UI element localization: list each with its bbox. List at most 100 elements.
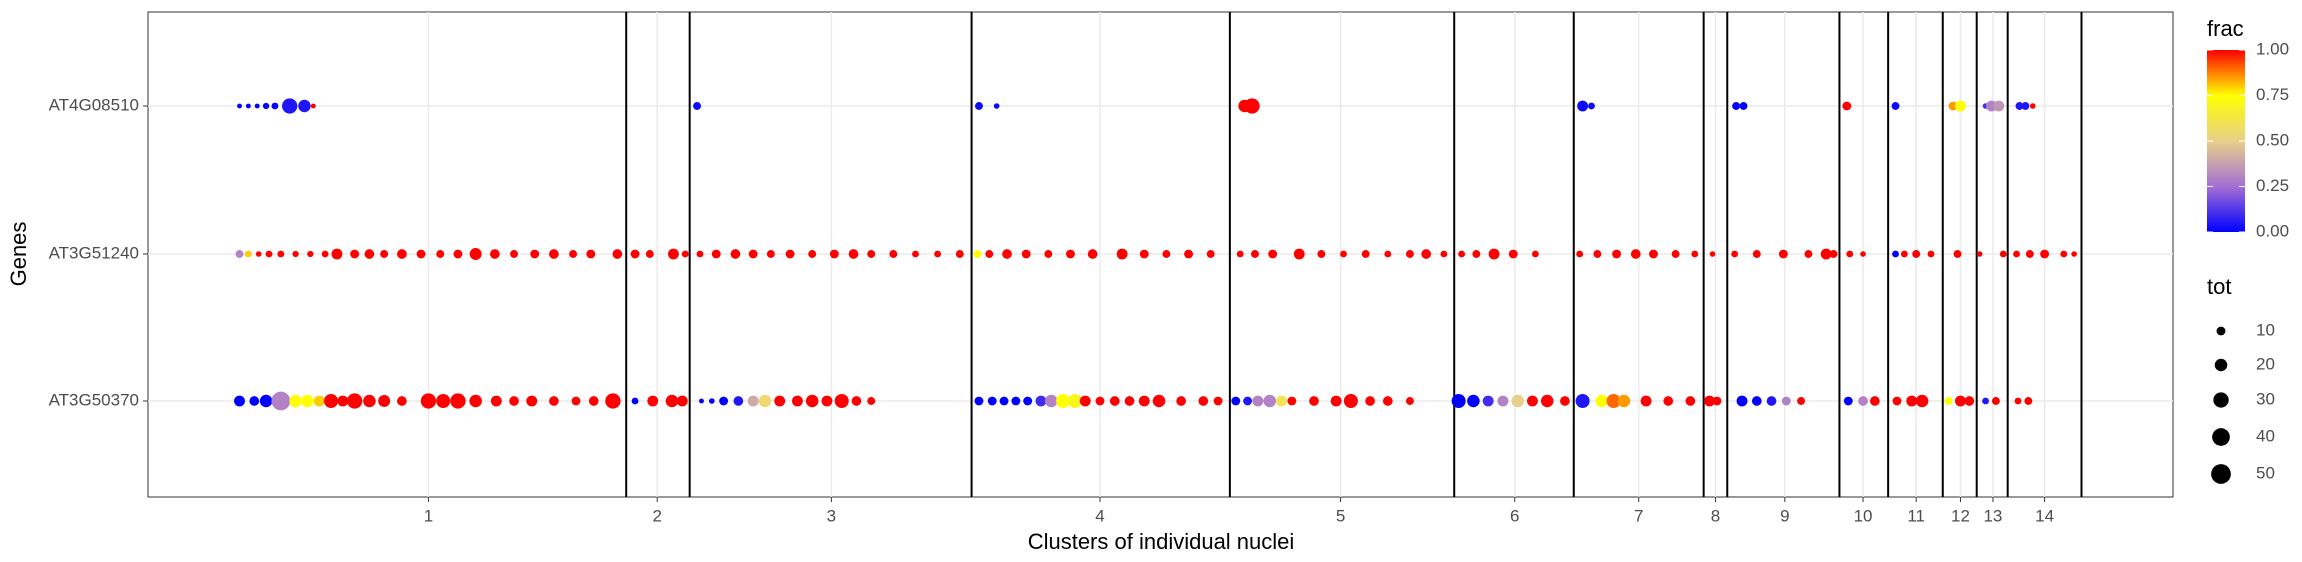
legend-label: 40 <box>2256 426 2275 445</box>
nucleus-dot <box>974 102 983 110</box>
nucleus-dot <box>1797 397 1806 405</box>
y-axis-title: Genes <box>6 222 31 287</box>
nucleus-dot <box>450 393 466 409</box>
nucleus-dot <box>292 250 299 258</box>
nucleus-dot <box>2013 250 2020 258</box>
nucleus-dot <box>1044 250 1053 258</box>
x-tick-label: 3 <box>827 506 836 525</box>
nucleus-dot <box>2029 103 2036 109</box>
legend-label: 1.00 <box>2256 39 2289 58</box>
nucleus-dot <box>1709 251 1716 257</box>
nucleus-dot <box>1915 394 1929 408</box>
nucleus-dot <box>298 99 311 113</box>
x-tick-label: 12 <box>1951 506 1970 525</box>
nucleus-dot <box>889 250 898 258</box>
nucleus-dot <box>310 103 316 109</box>
nucleus-dot <box>1912 250 1921 258</box>
legend-label: 0.50 <box>2256 130 2289 149</box>
nucleus-dot <box>321 250 329 258</box>
nucleus-dot <box>1781 396 1791 406</box>
nucleus-dot <box>1640 395 1652 407</box>
nucleus-dot <box>2025 250 2034 258</box>
legend-label: 0.00 <box>2256 221 2289 240</box>
size-legend-dot <box>2214 358 2228 372</box>
colorbar <box>2207 50 2245 232</box>
nucleus-dot <box>985 250 994 258</box>
nucleus-dot <box>805 394 819 408</box>
nucleus-dot <box>234 395 245 407</box>
nucleus-dot <box>549 249 559 259</box>
nucleus-dot <box>693 102 702 110</box>
nucleus-dot <box>255 251 262 257</box>
nucleus-dot <box>1870 396 1880 406</box>
nucleus-dot <box>1124 396 1135 406</box>
nucleus-dot <box>259 394 273 408</box>
nucleus-dot <box>509 396 519 406</box>
nucleus-dot <box>1268 249 1278 259</box>
nucleus-dot <box>313 395 325 407</box>
nucleus-dot <box>2024 397 2033 405</box>
nucleus-dot <box>1405 250 1414 258</box>
size-legend-dot <box>2216 326 2226 336</box>
nucleus-dot <box>271 102 279 110</box>
nucleus-dot <box>324 394 339 408</box>
nucleus-dot <box>244 250 252 258</box>
nucleus-dot <box>665 394 679 408</box>
nucleus-dot <box>397 249 407 259</box>
nucleus-dot <box>1736 395 1748 407</box>
nucleus-dot <box>1382 396 1393 406</box>
nucleus-dot <box>301 394 314 408</box>
nucleus-dot <box>1056 394 1071 408</box>
nucleus-dot <box>1243 396 1253 406</box>
nucleus-dot <box>1630 249 1641 259</box>
legend-title: tot <box>2207 274 2231 299</box>
nucleus-dot <box>1842 101 1852 111</box>
nucleus-dot <box>586 249 596 259</box>
nucleus-dot <box>1704 395 1715 407</box>
nucleus-dot <box>747 395 759 407</box>
nucleus-dot <box>1891 102 1900 110</box>
nucleus-dot <box>237 103 242 109</box>
x-axis-title: Clusters of individual nuclei <box>1028 529 1295 554</box>
y-tick-label: AT4G08510 <box>49 95 139 114</box>
nucleus-dot <box>699 398 704 404</box>
nucleus-dot <box>1451 394 1466 408</box>
nucleus-dot <box>711 249 721 259</box>
nucleus-dot <box>1999 250 2007 258</box>
nucleus-dot <box>1617 394 1631 408</box>
x-tick-label: 11 <box>1907 506 1925 525</box>
nucleus-dot <box>1575 394 1590 408</box>
nucleus-dot <box>1739 102 1748 110</box>
nucleus-dot <box>1293 248 1305 260</box>
nucleus-dot <box>1964 396 1975 406</box>
nucleus-dot <box>1846 250 1854 258</box>
nucleus-dot <box>282 98 298 114</box>
nucleus-dot <box>1045 394 1058 408</box>
legend-label: 50 <box>2256 463 2275 482</box>
nucleus-dot <box>469 394 482 408</box>
nucleus-dot <box>1508 249 1518 259</box>
nucleus-dot <box>1330 395 1342 407</box>
nucleus-dot <box>1206 250 1215 258</box>
nucleus-dot <box>1691 250 1699 258</box>
nucleus-dot <box>289 394 302 408</box>
nucleus-dot <box>999 396 1009 406</box>
nucleus-dot <box>436 250 445 258</box>
nucleus-dot <box>1263 394 1276 408</box>
nucleus-dot <box>630 249 640 259</box>
nucleus-dot <box>1560 396 1570 406</box>
nucleus-dot <box>808 250 817 258</box>
nucleus-dot <box>235 250 244 258</box>
nucleus-dot <box>1384 250 1392 258</box>
nucleus-dot <box>612 249 623 259</box>
nucleus-dot <box>1752 250 1761 258</box>
nucleus-dot <box>271 391 291 411</box>
nucleus-dot <box>588 396 599 406</box>
nucleus-dot <box>1900 250 1908 258</box>
nucleus-dot <box>676 395 688 407</box>
size-legend-dot <box>2213 392 2229 408</box>
nucleus-dot <box>974 396 984 406</box>
nucleus-dot <box>719 396 729 406</box>
nucleus-dot <box>1497 395 1509 407</box>
